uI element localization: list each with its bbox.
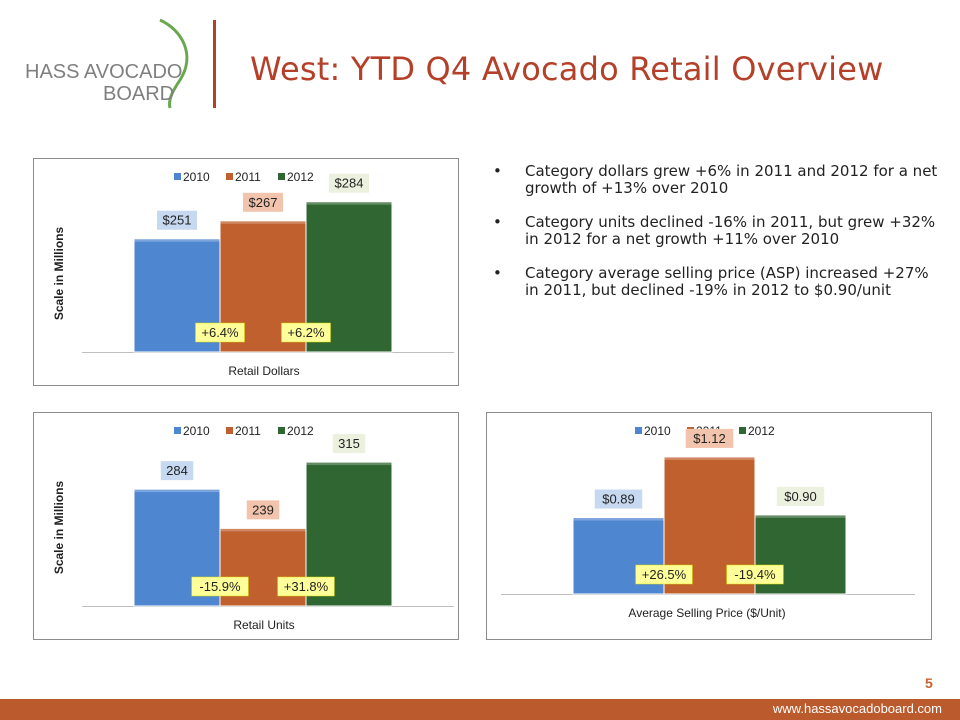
page-number: 5 bbox=[925, 675, 933, 691]
data-label: 315 bbox=[338, 436, 360, 451]
x-axis-label: Average Selling Price ($/Unit) bbox=[628, 606, 785, 620]
data-label-box bbox=[594, 489, 643, 509]
chart-retail-dollars: 2010 2011 2012 Scale in Millions $251 $267 $28… bbox=[33, 158, 459, 386]
chart-svg: 2010 2011 2012 Scale in Millions 284 239 315 -1… bbox=[52, 424, 454, 632]
change-label: -19.4% bbox=[734, 567, 776, 582]
change-label: +31.8% bbox=[284, 579, 329, 594]
change-label-box bbox=[726, 564, 784, 585]
data-label-box bbox=[685, 428, 734, 448]
bullet-item: • Category units declined -16% in 2011, b… bbox=[493, 213, 936, 248]
chart-average-selling-price: 201020112012$0.89$1.12$0.90+26.5%-19.4%A… bbox=[486, 412, 932, 640]
data-label-box bbox=[160, 461, 194, 481]
data-label-box bbox=[329, 173, 369, 193]
data-label-box bbox=[246, 500, 280, 520]
bar-highlight bbox=[306, 462, 392, 466]
data-label: $284 bbox=[335, 176, 364, 191]
bar-highlight bbox=[134, 489, 220, 493]
legend-label: 2010 bbox=[183, 424, 210, 438]
bullet-item: • Category dollars grew +6% in 2011 and 2… bbox=[493, 162, 938, 197]
hass-avocado-board-logo: HASS AVOCADO BOARD bbox=[25, 18, 216, 109]
change-label-box bbox=[191, 576, 249, 597]
bar-highlight bbox=[134, 238, 220, 242]
logo-leaf-swoosh bbox=[159, 18, 189, 109]
data-label: $1.12 bbox=[693, 431, 726, 446]
bar-highlight bbox=[755, 514, 846, 518]
legend-label: 2010 bbox=[183, 170, 210, 184]
chart-retail-units: 2010 2011 2012 Scale in Millions 284 239 315 -1… bbox=[33, 412, 459, 640]
y-axis-label: Scale in Millions bbox=[52, 226, 66, 320]
legend-swatch bbox=[174, 173, 181, 180]
legend-swatch bbox=[739, 427, 746, 434]
logo-divider bbox=[213, 20, 216, 108]
data-label: 239 bbox=[252, 502, 274, 517]
legend-label: 2011 bbox=[235, 424, 261, 438]
data-label-box bbox=[157, 210, 197, 230]
chart-svg: 2010 2011 2012 Scale in Millions $251 $267 $28… bbox=[52, 170, 454, 378]
footer-url: www.hassavocadoboard.com bbox=[772, 701, 942, 716]
legend-label: 2012 bbox=[287, 170, 314, 184]
change-label-box bbox=[277, 576, 335, 597]
legend-label: 2011 bbox=[235, 170, 261, 184]
y-axis-label: Scale in Millions bbox=[52, 480, 66, 574]
data-label-box bbox=[332, 434, 366, 454]
change-label: +6.2% bbox=[287, 325, 325, 340]
legend-label: 2010 bbox=[644, 424, 671, 438]
bullet-item: • Category average selling price (ASP) in… bbox=[493, 264, 929, 299]
bar-highlight bbox=[306, 201, 392, 205]
bullet-text: Category units declined -16% in 2011, bu… bbox=[525, 213, 936, 248]
change-label-box bbox=[635, 564, 693, 585]
change-label: +6.4% bbox=[201, 325, 239, 340]
data-label-box bbox=[243, 192, 283, 212]
logo-text-line2: BOARD bbox=[103, 83, 174, 105]
bar-highlight bbox=[220, 220, 306, 224]
page-title: West: YTD Q4 Avocado Retail Overview bbox=[250, 50, 884, 88]
data-label: $251 bbox=[163, 213, 192, 228]
change-label-box bbox=[281, 322, 331, 343]
legend-swatch bbox=[278, 427, 285, 434]
x-axis-label: Retail Dollars bbox=[228, 364, 299, 378]
data-label: $0.90 bbox=[784, 489, 817, 504]
logo-text-line1: HASS AVOCADO bbox=[25, 61, 182, 83]
legend-swatch bbox=[226, 427, 233, 434]
chart-svg: 201020112012$0.89$1.12$0.90+26.5%-19.4%A… bbox=[501, 424, 915, 620]
bar-highlight bbox=[664, 456, 755, 460]
legend-label: 2012 bbox=[287, 424, 314, 438]
legend-swatch bbox=[226, 173, 233, 180]
data-label: $0.89 bbox=[602, 492, 635, 507]
legend-swatch bbox=[635, 427, 642, 434]
legend-swatch bbox=[174, 427, 181, 434]
legend-label: 2012 bbox=[748, 424, 775, 438]
change-label-box bbox=[195, 322, 245, 343]
legend-swatch bbox=[278, 173, 285, 180]
summary-bullets: • Category dollars grew +6% in 2011 and 2… bbox=[493, 163, 943, 316]
change-label: +26.5% bbox=[642, 567, 687, 582]
bar-highlight bbox=[573, 517, 664, 521]
x-axis-label: Retail Units bbox=[233, 618, 294, 632]
footer-bar: www.hassavocadoboard.com bbox=[0, 699, 960, 720]
change-label: -15.9% bbox=[199, 579, 241, 594]
bar-highlight bbox=[220, 528, 306, 532]
data-label: 284 bbox=[166, 463, 188, 478]
data-label-box bbox=[776, 486, 825, 506]
data-label: $267 bbox=[249, 195, 278, 210]
bullet-text: Category average selling price (ASP) inc… bbox=[525, 264, 929, 299]
bullet-text: Category dollars grew +6% in 2011 and 20… bbox=[525, 162, 938, 197]
